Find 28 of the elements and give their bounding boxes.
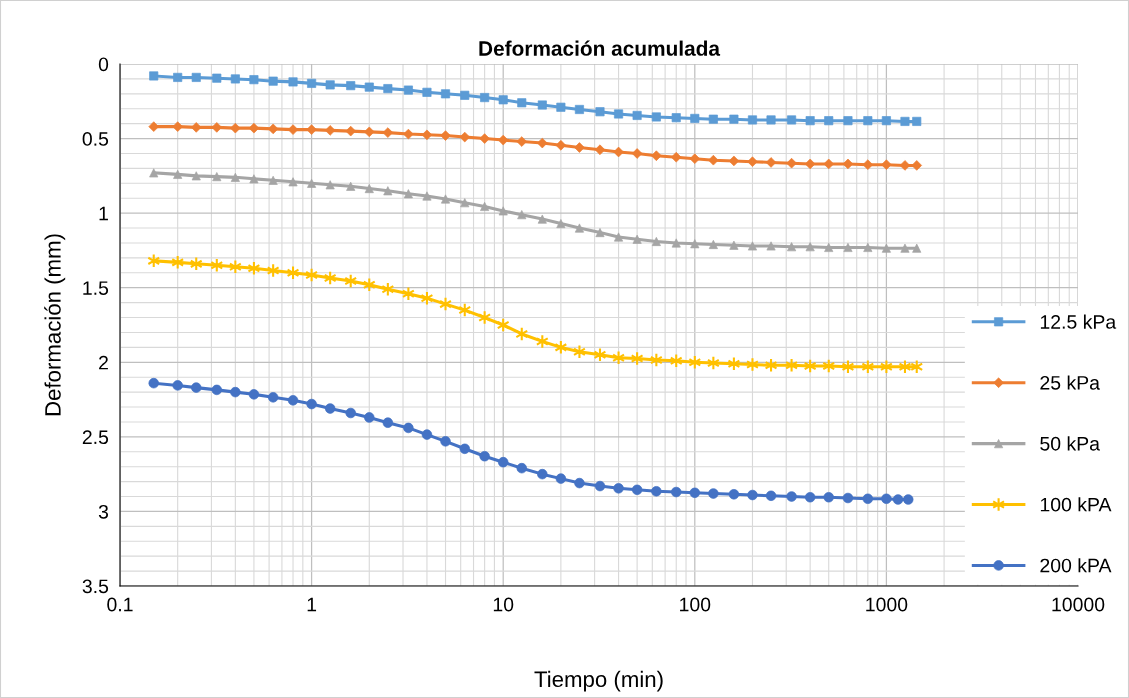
point — [785, 357, 799, 373]
point — [480, 93, 490, 103]
x-tick-label: 1000 — [866, 597, 908, 612]
y-tick-label: 2.5 — [82, 430, 109, 445]
chart-title: Deformación acumulada — [479, 40, 721, 56]
legend-label: 100 kPA — [1040, 497, 1112, 512]
y-tick-label: 1.5 — [83, 281, 109, 295]
y-tick-label: 3.5 — [82, 579, 109, 594]
point — [595, 228, 605, 238]
x-tick-label: 10000 — [1052, 597, 1105, 612]
legend-label: 12.5 kPa — [1040, 314, 1117, 329]
x-axis-title: Tiempo (min) — [534, 670, 663, 692]
y-tick-label: 0.5 — [82, 132, 109, 146]
point — [746, 357, 759, 372]
y-axis-title: Deformación (mm) — [44, 234, 66, 416]
y-tick-label: 0 — [98, 57, 109, 72]
y-tick-label: 2 — [99, 355, 108, 370]
y-tick-label: 1 — [99, 206, 108, 221]
y-tick-label: 3 — [98, 504, 109, 519]
x-tick-label: 1 — [307, 597, 317, 612]
x-tick-label: 0.1 — [107, 597, 133, 612]
legend-label: 200 kPA — [1040, 558, 1112, 573]
point — [574, 104, 584, 115]
legend-label: 50 kPa — [1040, 436, 1100, 451]
legend-label: 25 kPa — [1040, 375, 1100, 390]
point — [439, 296, 452, 312]
x-tick-label: 10 — [493, 597, 514, 612]
x-tick-label: 100 — [680, 597, 711, 612]
